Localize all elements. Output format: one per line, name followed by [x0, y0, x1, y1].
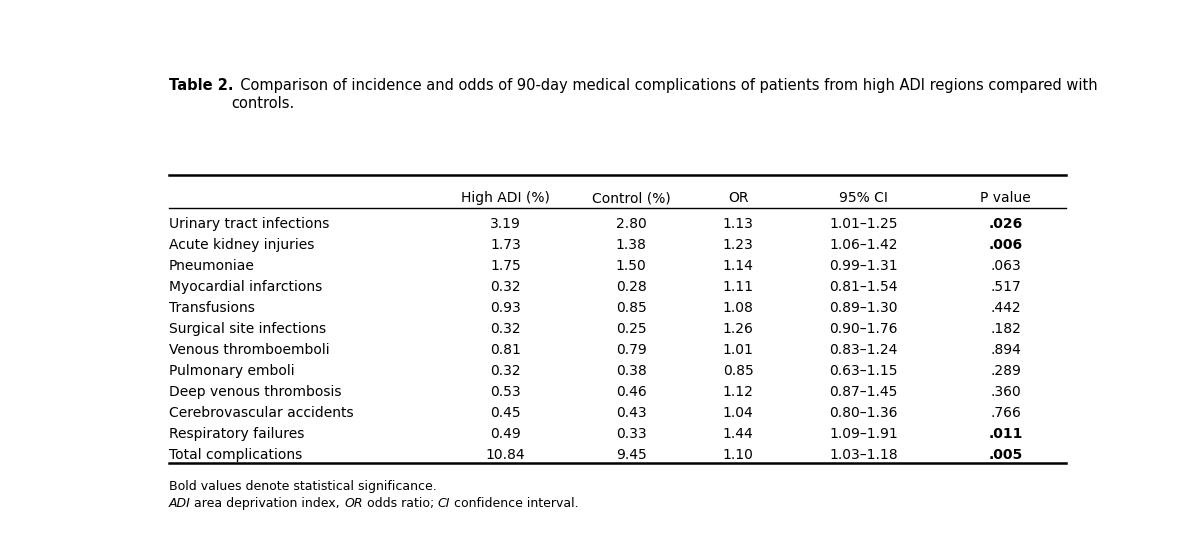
Text: 0.38: 0.38	[616, 364, 647, 378]
Text: ADI: ADI	[168, 497, 191, 510]
Text: .360: .360	[990, 385, 1021, 399]
Text: 1.13: 1.13	[722, 217, 754, 231]
Text: 0.63–1.15: 0.63–1.15	[829, 364, 898, 378]
Text: Pneumoniae: Pneumoniae	[168, 260, 254, 273]
Text: Bold values denote statistical significance.: Bold values denote statistical significa…	[168, 480, 437, 492]
Text: .006: .006	[989, 238, 1022, 253]
Text: 0.85: 0.85	[722, 364, 754, 378]
Text: Table 2.: Table 2.	[168, 78, 233, 93]
Text: Respiratory failures: Respiratory failures	[168, 427, 304, 441]
Text: 1.50: 1.50	[616, 260, 647, 273]
Text: 0.32: 0.32	[491, 322, 521, 336]
Text: .011: .011	[989, 427, 1022, 441]
Text: 0.43: 0.43	[616, 406, 647, 420]
Text: 0.32: 0.32	[491, 364, 521, 378]
Text: 1.38: 1.38	[616, 238, 647, 253]
Text: 0.81–1.54: 0.81–1.54	[829, 280, 898, 294]
Text: 0.53: 0.53	[491, 385, 521, 399]
Text: 3.19: 3.19	[491, 217, 521, 231]
Text: Venous thromboemboli: Venous thromboemboli	[168, 343, 329, 357]
Text: 0.25: 0.25	[616, 322, 647, 336]
Text: 0.83–1.24: 0.83–1.24	[829, 343, 898, 357]
Text: 1.26: 1.26	[722, 322, 754, 336]
Text: Surgical site infections: Surgical site infections	[168, 322, 325, 336]
Text: 10.84: 10.84	[486, 448, 526, 462]
Text: 1.10: 1.10	[722, 448, 754, 462]
Text: Comparison of incidence and odds of 90-day medical complications of patients fro: Comparison of incidence and odds of 90-d…	[230, 78, 1098, 111]
Text: .517: .517	[990, 280, 1021, 294]
Text: Urinary tract infections: Urinary tract infections	[168, 217, 329, 231]
Text: 1.01–1.25: 1.01–1.25	[829, 217, 898, 231]
Text: 1.04: 1.04	[722, 406, 754, 420]
Text: 1.01: 1.01	[722, 343, 754, 357]
Text: 1.08: 1.08	[722, 301, 754, 315]
Text: 1.23: 1.23	[722, 238, 754, 253]
Text: 0.32: 0.32	[491, 280, 521, 294]
Text: 1.06–1.42: 1.06–1.42	[829, 238, 898, 253]
Text: .894: .894	[990, 343, 1021, 357]
Text: Control (%): Control (%)	[592, 191, 671, 205]
Text: 0.85: 0.85	[616, 301, 647, 315]
Text: OR: OR	[728, 191, 749, 205]
Text: Cerebrovascular accidents: Cerebrovascular accidents	[168, 406, 353, 420]
Text: CI: CI	[438, 497, 450, 510]
Text: OR: OR	[344, 497, 362, 510]
Text: .005: .005	[989, 448, 1022, 462]
Text: 1.44: 1.44	[722, 427, 754, 441]
Text: Deep venous thrombosis: Deep venous thrombosis	[168, 385, 341, 399]
Text: 1.14: 1.14	[722, 260, 754, 273]
Text: 1.03–1.18: 1.03–1.18	[829, 448, 898, 462]
Text: Transfusions: Transfusions	[168, 301, 254, 315]
Text: 0.46: 0.46	[616, 385, 647, 399]
Text: .442: .442	[990, 301, 1021, 315]
Text: 1.73: 1.73	[491, 238, 521, 253]
Text: 1.12: 1.12	[722, 385, 754, 399]
Text: 2.80: 2.80	[616, 217, 647, 231]
Text: Myocardial infarctions: Myocardial infarctions	[168, 280, 322, 294]
Text: High ADI (%): High ADI (%)	[461, 191, 550, 205]
Text: .289: .289	[990, 364, 1021, 378]
Text: 0.45: 0.45	[491, 406, 521, 420]
Text: 0.28: 0.28	[616, 280, 647, 294]
Text: 0.33: 0.33	[616, 427, 647, 441]
Text: 0.87–1.45: 0.87–1.45	[829, 385, 898, 399]
Text: 0.80–1.36: 0.80–1.36	[829, 406, 898, 420]
Text: 0.93: 0.93	[491, 301, 521, 315]
Text: 9.45: 9.45	[616, 448, 647, 462]
Text: 1.11: 1.11	[722, 280, 754, 294]
Text: .026: .026	[989, 217, 1022, 231]
Text: Pulmonary emboli: Pulmonary emboli	[168, 364, 294, 378]
Text: 1.09–1.91: 1.09–1.91	[829, 427, 898, 441]
Text: 0.89–1.30: 0.89–1.30	[829, 301, 898, 315]
Text: P value: P value	[980, 191, 1031, 205]
Text: 0.90–1.76: 0.90–1.76	[829, 322, 898, 336]
Text: .182: .182	[990, 322, 1021, 336]
Text: 0.79: 0.79	[616, 343, 647, 357]
Text: area deprivation index,: area deprivation index,	[191, 497, 344, 510]
Text: .766: .766	[990, 406, 1021, 420]
Text: 0.49: 0.49	[491, 427, 521, 441]
Text: 0.81: 0.81	[491, 343, 521, 357]
Text: odds ratio;: odds ratio;	[362, 497, 438, 510]
Text: Total complications: Total complications	[168, 448, 302, 462]
Text: 0.99–1.31: 0.99–1.31	[829, 260, 898, 273]
Text: Acute kidney injuries: Acute kidney injuries	[168, 238, 314, 253]
Text: 1.75: 1.75	[491, 260, 521, 273]
Text: 95% CI: 95% CI	[839, 191, 888, 205]
Text: .063: .063	[990, 260, 1021, 273]
Text: confidence interval.: confidence interval.	[450, 497, 578, 510]
